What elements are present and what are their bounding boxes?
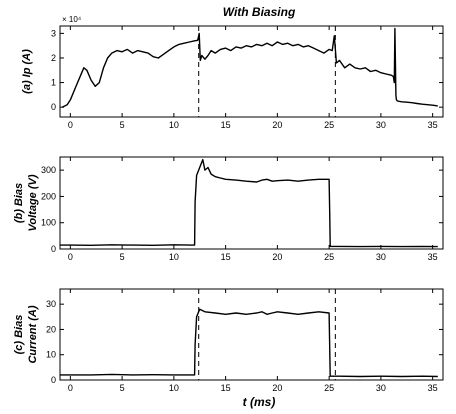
y-tick-label: 300 (41, 165, 56, 175)
x-tick-label: 35 (428, 252, 438, 262)
x-tick-label: 0 (68, 120, 73, 130)
x-tick-label: 0 (68, 383, 73, 393)
x-tick-label: 10 (169, 383, 179, 393)
y-axis-label: (b) Bias (13, 183, 25, 223)
plot-frame (59, 288, 444, 381)
y-axis-label: (a) Ip (A) (21, 49, 33, 94)
x-tick-label: 30 (376, 120, 386, 130)
y-tick-label: 200 (41, 191, 56, 201)
x-tick-label: 20 (272, 383, 282, 393)
y-tick-label: 0 (51, 244, 56, 254)
y-tick-label: 20 (46, 324, 56, 334)
y-tick-label: 10 (46, 350, 56, 360)
series-line (60, 158, 438, 248)
x-tick-label: 5 (120, 252, 125, 262)
y-tick-label: 0 (51, 375, 56, 385)
x-tick-label: 35 (428, 383, 438, 393)
x-tick-label: 25 (324, 252, 334, 262)
y-tick-label: 30 (46, 299, 56, 309)
x-tick-label: 20 (272, 252, 282, 262)
panel-2: 0 5 10 15 20 25 30 35 0 10 20 30 (c) Bias Current (A) (13, 288, 444, 393)
x-tick-label: 25 (324, 120, 334, 130)
x-tick-label: 10 (169, 252, 179, 262)
x-tick-label: 10 (169, 120, 179, 130)
y-tick-label: 2 (51, 53, 56, 63)
x-tick-label: 15 (221, 120, 231, 130)
y-tick-label: 100 (41, 218, 56, 228)
x-tick-label: 5 (120, 383, 125, 393)
chart-title: With Biasing (223, 5, 296, 19)
y-axis-label: (c) Bias (13, 315, 25, 355)
x-tick-label: 30 (376, 383, 386, 393)
plot-frame (59, 25, 444, 118)
x-tick-label: 15 (221, 252, 231, 262)
x-tick-label: 35 (428, 120, 438, 130)
x-tick-label: 5 (120, 120, 125, 130)
y-tick-label: 3 (51, 28, 56, 38)
series-line (60, 308, 438, 378)
panel-0: 0 5 10 15 20 25 30 35 0 1 2 3 × 10⁴ (a) Ip (A) (21, 15, 444, 130)
y-tick-label: 1 (51, 78, 56, 88)
y-axis-label: Voltage (V) (27, 174, 39, 231)
y-tick-label: 0 (51, 102, 56, 112)
panels: 0 5 10 15 20 25 30 35 0 1 2 3 × 10⁴ (a) Ip (A) 0 5 10 15 2… (13, 15, 444, 393)
plot-frame (59, 156, 444, 250)
panel-1: 0 5 10 15 20 25 30 35 0 100 200 300 (b) Bias Voltage … (13, 156, 444, 262)
x-tick-label: 15 (221, 383, 231, 393)
series-line (61, 27, 438, 108)
x-tick-label: 20 (272, 120, 282, 130)
y-axis-label: Current (A) (27, 305, 39, 363)
x-tick-label: 30 (376, 252, 386, 262)
y-multiplier-label: × 10⁴ (62, 15, 82, 24)
x-axis-label: t (ms) (243, 395, 276, 409)
x-tick-label: 25 (324, 383, 334, 393)
x-tick-label: 0 (68, 252, 73, 262)
